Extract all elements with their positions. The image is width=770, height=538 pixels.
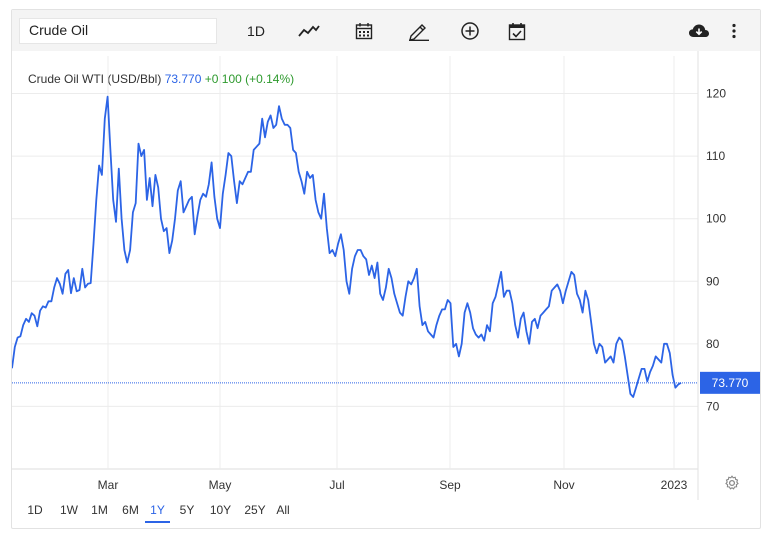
symbol-search-input[interactable]: Crude Oil [19,18,217,44]
y-tick-label: 80 [706,337,720,351]
range-button-1m[interactable]: 1M [91,503,108,517]
y-tick-label: 100 [706,212,726,226]
x-tick-label: Jul [329,478,344,492]
x-tick-label: 2023 [661,478,688,492]
draw-pencil-icon[interactable] [405,18,433,44]
download-cloud-icon[interactable] [686,18,712,44]
chart-type-icon[interactable] [296,18,322,44]
range-button-1d[interactable]: 1D [27,503,43,517]
time-range-selector: 1D 1W 1M 6M 1Y 5Y 10Y 25Y All [24,501,344,525]
y-axis-labels: 70 80 90 100 110 120 [706,87,726,414]
calendar-icon[interactable] [351,18,377,44]
range-button-6m[interactable]: 6M [122,503,139,517]
price-change: +0.100 (+0.14%) [204,72,295,86]
price-tag: 73.770 [700,371,760,394]
more-options-icon[interactable] [726,18,742,44]
x-tick-label: May [209,478,232,492]
y-tick-label: 120 [706,87,726,101]
chart-grid [12,51,699,500]
chart-toolbar: Crude Oil 1D [12,10,760,51]
y-tick-label: 90 [706,274,720,288]
x-axis-labels: Mar May Jul Sep Nov 2023 [98,478,688,492]
event-calendar-icon[interactable] [504,18,530,44]
price-tag-label: 73.770 [712,376,749,390]
x-tick-label: Mar [98,478,119,492]
x-tick-label: Nov [553,478,574,492]
interval-button[interactable]: 1D [247,23,265,39]
price-chart[interactable]: Mar May Jul Sep Nov 2023 70 80 90 100 110 120 73.7… [12,10,760,500]
y-tick-label: 70 [706,399,720,413]
range-button-1y[interactable]: 1Y [145,501,170,523]
range-button-5y[interactable]: 5Y [179,503,195,517]
range-button-all[interactable]: All [276,503,290,517]
y-tick-label: 110 [706,149,725,163]
add-indicator-icon[interactable] [457,18,483,44]
range-button-10y[interactable]: 10Y [209,503,232,517]
instrument-name: Crude Oil WTI (USD/Bbl) [28,72,162,86]
quote-header: Crude Oil WTI (USD/Bbl) 73.770 +0.100 (+… [28,72,294,86]
price-series-line [12,95,682,398]
chart-settings-gear-icon[interactable] [724,475,740,496]
last-price: 73.770 [164,72,202,86]
range-button-25y[interactable]: 25Y [244,503,266,517]
range-button-1w[interactable]: 1W [60,503,78,517]
x-tick-label: Sep [439,478,461,492]
chart-widget: Crude Oil 1D Crude Oil WTI (USD/Bbl) 73.… [11,9,761,529]
